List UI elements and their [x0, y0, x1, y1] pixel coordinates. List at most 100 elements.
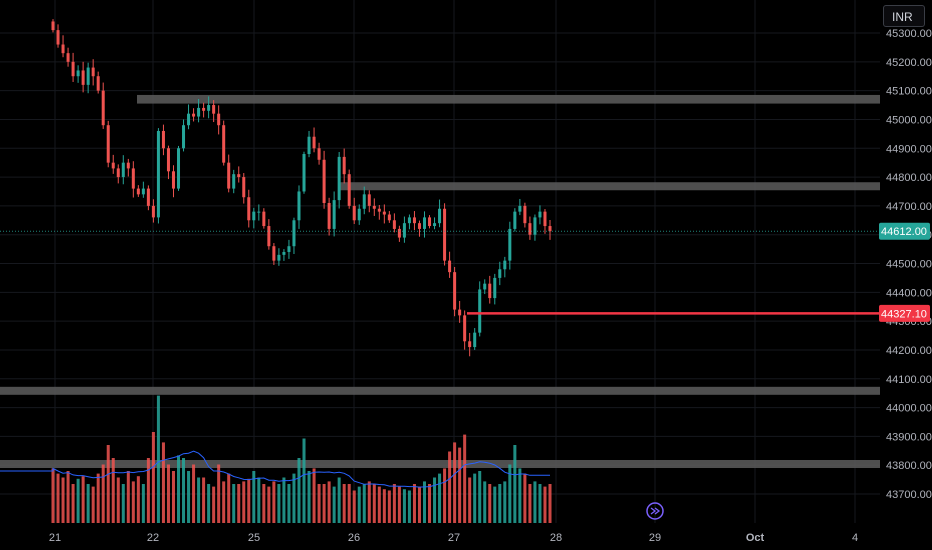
price-tick-label: 45100.00	[886, 86, 932, 98]
volume-bar	[483, 481, 487, 523]
candle-body	[493, 277, 497, 299]
volume-bar	[101, 464, 105, 523]
volume-bar	[412, 484, 416, 523]
candle-body	[508, 228, 512, 261]
candle-body	[302, 154, 306, 192]
price-tick-label: 45200.00	[886, 57, 932, 69]
candle-body	[438, 208, 442, 224]
volume-bar	[176, 455, 181, 523]
candle-body	[101, 90, 105, 126]
price-tick-label: 44500.00	[886, 259, 932, 271]
volume-bar	[493, 486, 497, 523]
volume-bar	[252, 471, 256, 523]
current-price-badge: 44612.00	[879, 222, 930, 240]
volume-bar	[362, 484, 366, 523]
candle-body	[397, 228, 401, 238]
candle-body	[217, 113, 221, 126]
volume-bar	[136, 476, 140, 523]
candle-body	[538, 211, 542, 218]
volume-bar	[387, 490, 391, 523]
time-tick-label: 29	[649, 532, 661, 544]
candle-body	[407, 217, 411, 224]
volume-bar	[518, 468, 522, 523]
volume-bar	[182, 458, 186, 523]
candle-body	[242, 177, 246, 198]
volume-bar	[86, 484, 90, 523]
candle-body	[56, 30, 60, 45]
volume-bar	[332, 486, 336, 523]
candle-body	[176, 148, 181, 189]
volume-bar	[76, 478, 80, 523]
time-tick-label: 27	[448, 532, 460, 544]
volume-bar	[156, 395, 160, 523]
volume-bar	[438, 473, 442, 523]
volume-bar	[302, 438, 306, 523]
volume-bar	[227, 473, 231, 523]
price-tick-label: 45300.00	[886, 28, 932, 40]
candle-body	[332, 200, 336, 229]
candle-body	[232, 174, 236, 189]
volume-bar	[237, 484, 241, 523]
candle-body	[262, 211, 266, 227]
time-tick-label: 22	[147, 532, 159, 544]
volume-bar	[126, 471, 130, 523]
candle-body	[166, 148, 170, 172]
candle-body	[106, 125, 110, 163]
candle-body	[86, 67, 90, 85]
candle-body	[453, 272, 457, 310]
volume-bar	[91, 486, 95, 523]
time-tick-label: 26	[348, 532, 360, 544]
volume-bar	[171, 471, 175, 523]
candle-body	[488, 283, 492, 299]
volume-bar	[212, 486, 216, 523]
volume-bar	[397, 486, 401, 523]
currency-button[interactable]: INR	[883, 5, 925, 27]
time-tick-label: 4	[852, 532, 858, 544]
volume-bar	[131, 481, 135, 523]
go-to-realtime-button[interactable]	[646, 502, 664, 520]
candle-body	[463, 315, 467, 342]
volume-bar	[262, 484, 266, 523]
volume-bar	[267, 486, 271, 523]
volume-bar	[327, 481, 331, 523]
volume-bar	[322, 484, 326, 523]
price-tick-label: 45000.00	[886, 114, 932, 126]
volume-bar	[141, 484, 145, 523]
price-tick-label: 44200.00	[886, 345, 932, 357]
candle-body	[141, 188, 145, 195]
volume-bar	[202, 477, 206, 523]
candle-body	[412, 217, 416, 224]
price-tick-label: 44700.00	[886, 201, 932, 213]
volume-bar	[297, 458, 301, 523]
candle-body	[287, 246, 291, 252]
volume-bar	[61, 477, 65, 523]
volume-bar	[488, 484, 492, 523]
candle-body	[342, 156, 346, 175]
candlesticks	[51, 19, 552, 357]
volume-bar	[222, 481, 226, 523]
candle-body	[116, 168, 120, 178]
candle-body	[362, 194, 366, 209]
fast-forward-icon	[650, 507, 661, 515]
volume-bar	[417, 486, 421, 523]
candle-body	[322, 159, 326, 203]
candle-body	[443, 208, 447, 261]
candle-body	[227, 162, 231, 189]
price-tick-label: 44000.00	[886, 403, 932, 415]
price-zone	[340, 182, 880, 191]
volume-bar	[377, 486, 381, 523]
candle-body	[71, 61, 75, 77]
time-axis[interactable]: 21 22 25 26 27 28 29 Oct 4	[49, 532, 858, 544]
candle-body	[197, 107, 201, 117]
volume-bar	[498, 484, 502, 523]
volume-bar	[337, 477, 341, 523]
volume-bar	[56, 473, 60, 523]
candle-body	[267, 226, 271, 247]
candle-body	[222, 125, 226, 163]
candle-body	[76, 70, 80, 77]
candle-body	[292, 220, 296, 247]
support-resistance-zones	[0, 94, 880, 469]
volume-bar	[187, 471, 191, 523]
price-tick-label: 44400.00	[886, 287, 932, 299]
